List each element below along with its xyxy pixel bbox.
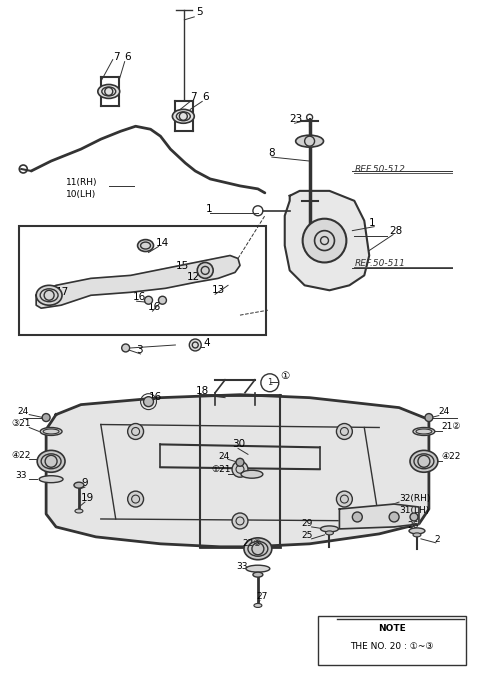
Circle shape — [128, 424, 144, 439]
Circle shape — [158, 296, 167, 304]
Circle shape — [144, 397, 154, 406]
Text: ③21: ③21 — [12, 419, 31, 428]
Ellipse shape — [98, 85, 120, 98]
Circle shape — [352, 512, 362, 522]
Text: 27: 27 — [256, 592, 267, 601]
Text: 2: 2 — [434, 535, 440, 544]
Ellipse shape — [75, 509, 83, 513]
Text: 7: 7 — [113, 52, 120, 61]
Text: REF.50-511: REF.50-511 — [354, 259, 405, 268]
Text: 11(RH): 11(RH) — [66, 179, 97, 188]
Circle shape — [236, 458, 244, 466]
Text: 24: 24 — [218, 452, 229, 461]
Text: 9: 9 — [81, 478, 87, 488]
Text: ④22: ④22 — [442, 452, 461, 461]
Text: 26: 26 — [407, 522, 419, 531]
Text: 25: 25 — [301, 531, 313, 540]
Text: 8: 8 — [268, 148, 275, 158]
Ellipse shape — [138, 239, 154, 252]
Text: 28: 28 — [389, 226, 402, 236]
Ellipse shape — [253, 572, 263, 577]
Circle shape — [122, 344, 130, 352]
FancyBboxPatch shape — [318, 617, 466, 665]
Text: 4: 4 — [203, 338, 210, 348]
Text: 31(LH): 31(LH) — [399, 505, 429, 514]
Ellipse shape — [254, 604, 262, 608]
Circle shape — [425, 413, 433, 421]
Circle shape — [232, 513, 248, 529]
Text: ④22: ④22 — [12, 451, 31, 460]
Text: 10(LH): 10(LH) — [66, 190, 96, 199]
Ellipse shape — [40, 428, 62, 435]
Text: 22③: 22③ — [242, 539, 262, 548]
Ellipse shape — [410, 450, 438, 472]
Circle shape — [336, 491, 352, 507]
Circle shape — [128, 491, 144, 507]
Text: 33: 33 — [15, 471, 27, 479]
Circle shape — [336, 424, 352, 439]
Polygon shape — [46, 395, 429, 547]
Ellipse shape — [74, 482, 84, 488]
Ellipse shape — [321, 526, 338, 532]
Text: 1: 1 — [267, 379, 273, 387]
Text: 23: 23 — [290, 115, 303, 124]
Text: 15: 15 — [175, 261, 189, 271]
Ellipse shape — [241, 471, 263, 478]
Text: 16: 16 — [147, 302, 161, 312]
Polygon shape — [285, 191, 369, 291]
Circle shape — [42, 413, 50, 421]
Polygon shape — [36, 256, 240, 308]
Text: 30: 30 — [232, 439, 245, 449]
Text: 1: 1 — [369, 218, 376, 228]
Text: 1: 1 — [206, 204, 213, 213]
Text: 3: 3 — [137, 345, 143, 355]
Text: 14: 14 — [156, 237, 169, 248]
Polygon shape — [339, 504, 419, 529]
Ellipse shape — [325, 531, 334, 535]
Circle shape — [197, 263, 213, 278]
Text: 6: 6 — [202, 93, 209, 102]
Circle shape — [410, 513, 418, 521]
Text: 16: 16 — [132, 293, 146, 302]
Text: REF.50-512: REF.50-512 — [354, 164, 405, 173]
Text: 7: 7 — [190, 93, 197, 102]
Text: 33: 33 — [236, 562, 248, 572]
Circle shape — [302, 219, 347, 263]
Text: 32(RH): 32(RH) — [399, 494, 431, 503]
Ellipse shape — [413, 428, 435, 435]
Circle shape — [189, 339, 201, 351]
Ellipse shape — [244, 538, 272, 560]
Ellipse shape — [172, 109, 194, 123]
Ellipse shape — [246, 565, 270, 572]
Circle shape — [144, 296, 153, 304]
Text: 17: 17 — [56, 287, 69, 297]
Ellipse shape — [413, 533, 421, 537]
Text: 12: 12 — [187, 272, 201, 282]
Text: 18: 18 — [196, 386, 209, 396]
Text: ①21: ①21 — [211, 464, 231, 474]
Ellipse shape — [39, 476, 63, 483]
Text: 24: 24 — [439, 407, 450, 416]
Text: 5: 5 — [196, 7, 203, 17]
Ellipse shape — [409, 528, 425, 534]
Text: THE NO. 20 : ①~③: THE NO. 20 : ①~③ — [350, 642, 433, 651]
Bar — [19, 226, 266, 335]
Text: 16: 16 — [148, 391, 162, 402]
Text: NOTE: NOTE — [378, 624, 406, 633]
Ellipse shape — [37, 450, 65, 472]
Text: 19: 19 — [81, 493, 94, 503]
Text: 24: 24 — [17, 407, 28, 416]
Text: ①: ① — [280, 371, 289, 381]
Ellipse shape — [296, 135, 324, 147]
Text: 13: 13 — [212, 285, 226, 295]
Circle shape — [389, 512, 399, 522]
Circle shape — [232, 461, 248, 477]
Text: 6: 6 — [125, 52, 132, 61]
Text: 21②: 21② — [442, 422, 461, 431]
Ellipse shape — [36, 285, 62, 306]
Text: 29: 29 — [301, 520, 313, 529]
